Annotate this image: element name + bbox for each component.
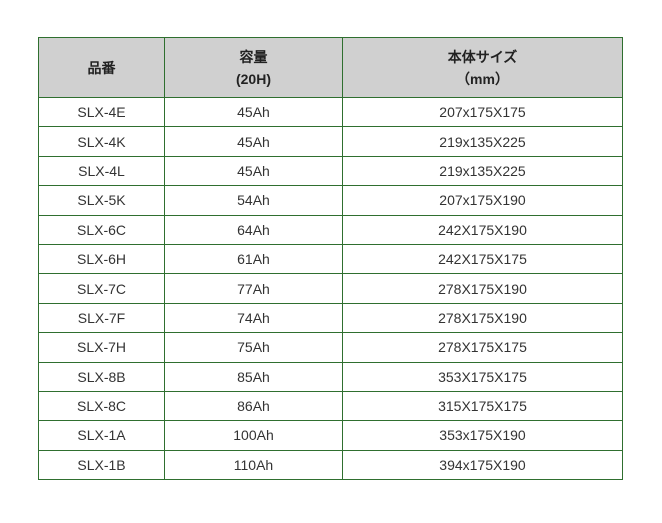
table-row: SLX-6C 64Ah 242X175X190 [38, 214, 623, 245]
cell-capacity: 75Ah [164, 332, 343, 363]
cell-part-number: SLX-7H [38, 332, 165, 363]
cell-part-number: SLX-1B [38, 449, 165, 481]
cell-capacity: 45Ah [164, 126, 343, 157]
cell-capacity: 45Ah [164, 96, 343, 128]
cell-capacity: 110Ah [164, 449, 343, 481]
cell-part-number: SLX-4K [38, 126, 165, 157]
table-row: SLX-4E 45Ah 207x175X175 [38, 96, 623, 128]
cell-part-number: SLX-8B [38, 361, 165, 392]
header-subtext: （mm） [456, 70, 509, 87]
cell-capacity: 85Ah [164, 361, 343, 392]
cell-size: 278X175X190 [342, 273, 623, 304]
header-size: 本体サイズ （mm） [342, 37, 623, 98]
cell-capacity: 86Ah [164, 390, 343, 422]
cell-capacity: 54Ah [164, 185, 343, 216]
table-row: SLX-5K 54Ah 207x175X190 [38, 185, 623, 216]
cell-capacity: 64Ah [164, 214, 343, 245]
header-subtext: (20H) [235, 70, 271, 87]
cell-part-number: SLX-6H [38, 243, 165, 275]
header-text: 品番 [87, 59, 116, 76]
header-text: 本体サイズ [447, 48, 518, 65]
table-row: SLX-4K 45Ah 219x135X225 [38, 126, 623, 157]
cell-size: 242X175X190 [342, 214, 623, 245]
cell-capacity: 61Ah [164, 243, 343, 275]
table-row: SLX-8C 86Ah 315X175X175 [38, 390, 623, 422]
battery-spec-table: 品番 容量 (20H) 本体サイズ （mm） SLX-4E 45Ah 207x175X1… [38, 37, 623, 481]
cell-part-number: SLX-8C [38, 390, 165, 422]
cell-size: 315X175X175 [342, 390, 623, 422]
cell-part-number: SLX-7C [38, 273, 165, 304]
cell-size: 219x135X225 [342, 155, 623, 187]
cell-capacity: 45Ah [164, 155, 343, 187]
table-row: SLX-7H 75Ah 278X175X175 [38, 332, 623, 363]
cell-size: 207x175X190 [342, 185, 623, 216]
cell-capacity: 77Ah [164, 273, 343, 304]
cell-part-number: SLX-7F [38, 302, 165, 334]
cell-size: 207x175X175 [342, 96, 623, 128]
table-row: SLX-6H 61Ah 242X175X175 [38, 243, 623, 275]
table-row: SLX-7C 77Ah 278X175X190 [38, 273, 623, 304]
cell-size: 278X175X190 [342, 302, 623, 334]
cell-part-number: SLX-4L [38, 155, 165, 187]
cell-size: 394x175X190 [342, 449, 623, 481]
cell-size: 353X175X175 [342, 361, 623, 392]
table-row: SLX-4L 45Ah 219x135X225 [38, 155, 623, 187]
table-row: SLX-8B 85Ah 353X175X175 [38, 361, 623, 392]
cell-part-number: SLX-5K [38, 185, 165, 216]
cell-size: 278X175X175 [342, 332, 623, 363]
cell-capacity: 100Ah [164, 420, 343, 451]
header-row: 品番 容量 (20H) 本体サイズ （mm） [38, 37, 623, 98]
header-text: 容量 [239, 48, 268, 65]
table-row: SLX-1A 100Ah 353x175X190 [38, 420, 623, 451]
cell-part-number: SLX-6C [38, 214, 165, 245]
cell-part-number: SLX-1A [38, 420, 165, 451]
header-capacity: 容量 (20H) [164, 37, 343, 98]
cell-part-number: SLX-4E [38, 96, 165, 128]
header-part-number: 品番 [38, 37, 165, 98]
cell-size: 242X175X175 [342, 243, 623, 275]
cell-capacity: 74Ah [164, 302, 343, 334]
cell-size: 219x135X225 [342, 126, 623, 157]
cell-size: 353x175X190 [342, 420, 623, 451]
table-row: SLX-7F 74Ah 278X175X190 [38, 302, 623, 334]
table-row: SLX-1B 110Ah 394x175X190 [38, 449, 623, 481]
